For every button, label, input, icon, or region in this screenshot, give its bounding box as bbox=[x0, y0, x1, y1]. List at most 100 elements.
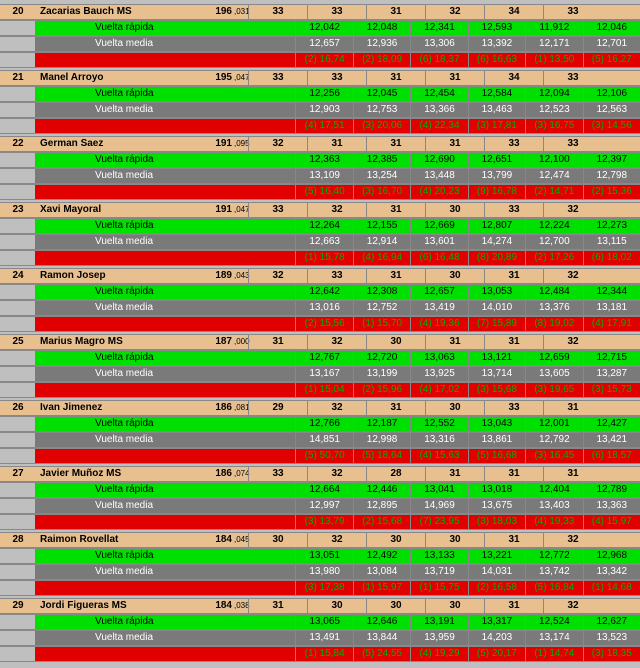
avg-value: 13,719 bbox=[410, 565, 467, 579]
rank-cell: 22 bbox=[0, 137, 36, 151]
avg-value: 13,980 bbox=[295, 565, 352, 579]
spacer bbox=[0, 615, 35, 629]
slow-value: (4) 16,94 bbox=[353, 251, 410, 265]
time-decimals: ,043 bbox=[234, 269, 248, 283]
lap-count: 30 bbox=[307, 599, 366, 613]
rider-name: German Saez bbox=[36, 137, 178, 151]
slow-value: (3) 20,06 bbox=[353, 119, 410, 133]
total-time: 196 bbox=[178, 5, 234, 19]
avg-value: 12,997 bbox=[295, 499, 352, 513]
lap-count: 33 bbox=[484, 137, 543, 151]
fast-value: 12,045 bbox=[353, 87, 410, 101]
spacer bbox=[282, 301, 296, 315]
slow-value: (6) 18,37 bbox=[410, 53, 467, 67]
avg-value: 13,016 bbox=[295, 301, 352, 315]
fast-label: Vuelta rápida bbox=[35, 549, 282, 563]
slow-value: (4) 17,02 bbox=[410, 383, 467, 397]
slow-label: Vuelta lenta (29) bbox=[35, 449, 282, 463]
rider-block: 23 Xavi Mayoral 191 ,047 333231303332 Vu… bbox=[0, 202, 640, 266]
slow-value: (3) 16,70 bbox=[353, 185, 410, 199]
spacer bbox=[0, 631, 35, 645]
avg-label: Vuelta media bbox=[35, 367, 282, 381]
lap-count: 34 bbox=[484, 71, 543, 85]
fast-label: Vuelta rápida bbox=[35, 615, 282, 629]
fast-value: 12,106 bbox=[583, 87, 640, 101]
fast-label: Vuelta rápida bbox=[35, 285, 282, 299]
avg-value: 13,109 bbox=[295, 169, 352, 183]
lap-count: 33 bbox=[248, 203, 307, 217]
slow-value: (6) 16,48 bbox=[410, 251, 467, 265]
fast-label: Vuelta rápida bbox=[35, 21, 282, 35]
time-decimals: ,081 bbox=[234, 401, 248, 415]
rider-block: 29 Jordi Figueras MS 184 ,038 3130303031… bbox=[0, 598, 640, 662]
slow-value: (6) 18,57 bbox=[583, 449, 640, 463]
spacer bbox=[0, 647, 35, 661]
slow-value: (3) 14,56 bbox=[583, 119, 640, 133]
fast-value: 12,715 bbox=[583, 351, 640, 365]
lap-count: 30 bbox=[425, 599, 484, 613]
avg-value: 13,199 bbox=[353, 367, 410, 381]
slow-value: (5) 16,84 bbox=[525, 581, 582, 595]
fast-value: 13,191 bbox=[410, 615, 467, 629]
avg-value: 12,523 bbox=[525, 103, 582, 117]
fast-value: 12,642 bbox=[295, 285, 352, 299]
total-time: 191 bbox=[178, 137, 234, 151]
fast-value: 12,224 bbox=[525, 219, 582, 233]
spacer bbox=[282, 153, 296, 167]
avg-value: 13,421 bbox=[583, 433, 640, 447]
fast-value: 13,063 bbox=[410, 351, 467, 365]
spacer bbox=[282, 285, 296, 299]
fast-value: 12,155 bbox=[353, 219, 410, 233]
rider-header-row: 20 Zacarias Bauch MS 196 ,031 3333313234… bbox=[0, 4, 640, 20]
slow-value: (3) 16,45 bbox=[525, 449, 582, 463]
fast-value: 13,043 bbox=[468, 417, 525, 431]
rank-cell: 26 bbox=[0, 401, 36, 415]
fast-value: 12,385 bbox=[353, 153, 410, 167]
rank-cell: 27 bbox=[0, 467, 36, 481]
avg-value: 12,171 bbox=[525, 37, 582, 51]
slow-lap-row: Vuelta lenta (16) (1) 15,04(2) 15,96(4) … bbox=[0, 382, 640, 398]
rider-block: 24 Ramon Josep 189 ,043 323331303132 Vue… bbox=[0, 268, 640, 332]
lap-count: 31 bbox=[484, 467, 543, 481]
rank-cell: 23 bbox=[0, 203, 36, 217]
slow-label: Vuelta lenta (26) bbox=[35, 53, 282, 67]
fast-lap-row: Vuelta rápida 12,64212,30812,65713,05312… bbox=[0, 284, 640, 300]
spacer bbox=[282, 417, 296, 431]
slow-value: (4) 17,91 bbox=[583, 317, 640, 331]
spacer bbox=[0, 87, 35, 101]
fast-value: 12,690 bbox=[410, 153, 467, 167]
fast-lap-row: Vuelta rápida 12,36312,38512,69012,65112… bbox=[0, 152, 640, 168]
slow-lap-row: Vuelta lenta (21) (3) 13,79(2) 15,68(7) … bbox=[0, 514, 640, 530]
spacer bbox=[282, 499, 296, 513]
lap-count: 32 bbox=[543, 533, 602, 547]
fast-value: 12,657 bbox=[410, 285, 467, 299]
spacer bbox=[0, 565, 35, 579]
lap-count: 32 bbox=[425, 5, 484, 19]
fast-value: 12,807 bbox=[468, 219, 525, 233]
avg-value: 12,914 bbox=[353, 235, 410, 249]
slow-value: (1) 14,74 bbox=[525, 647, 582, 661]
spacer bbox=[0, 483, 35, 497]
total-time: 186 bbox=[178, 401, 234, 415]
fast-lap-row: Vuelta rápida 12,76612,18712,55213,04312… bbox=[0, 416, 640, 432]
rank-cell: 20 bbox=[0, 5, 36, 19]
slow-value: (4) 15,97 bbox=[583, 515, 640, 529]
avg-value: 13,925 bbox=[410, 367, 467, 381]
slow-value: (4) 19,36 bbox=[410, 317, 467, 331]
slow-value: (5) 16,27 bbox=[583, 53, 640, 67]
lap-count: 33 bbox=[543, 71, 602, 85]
fast-label: Vuelta rápida bbox=[35, 483, 282, 497]
lap-count: 32 bbox=[543, 335, 602, 349]
lap-count: 32 bbox=[248, 269, 307, 283]
spacer bbox=[0, 37, 35, 51]
avg-value: 12,474 bbox=[525, 169, 582, 183]
spacer bbox=[0, 185, 35, 199]
spacer bbox=[0, 285, 35, 299]
spacer bbox=[0, 367, 35, 381]
rider-name: Manel Arroyo bbox=[36, 71, 178, 85]
rider-header-row: 22 German Saez 191 ,095 323131313333 bbox=[0, 136, 640, 152]
lap-count: 31 bbox=[425, 137, 484, 151]
fast-value: 12,766 bbox=[295, 417, 352, 431]
fast-lap-row: Vuelta rápida 12,04212,04812,34112,59311… bbox=[0, 20, 640, 36]
slow-label: Vuelta lenta (27) bbox=[35, 251, 282, 265]
